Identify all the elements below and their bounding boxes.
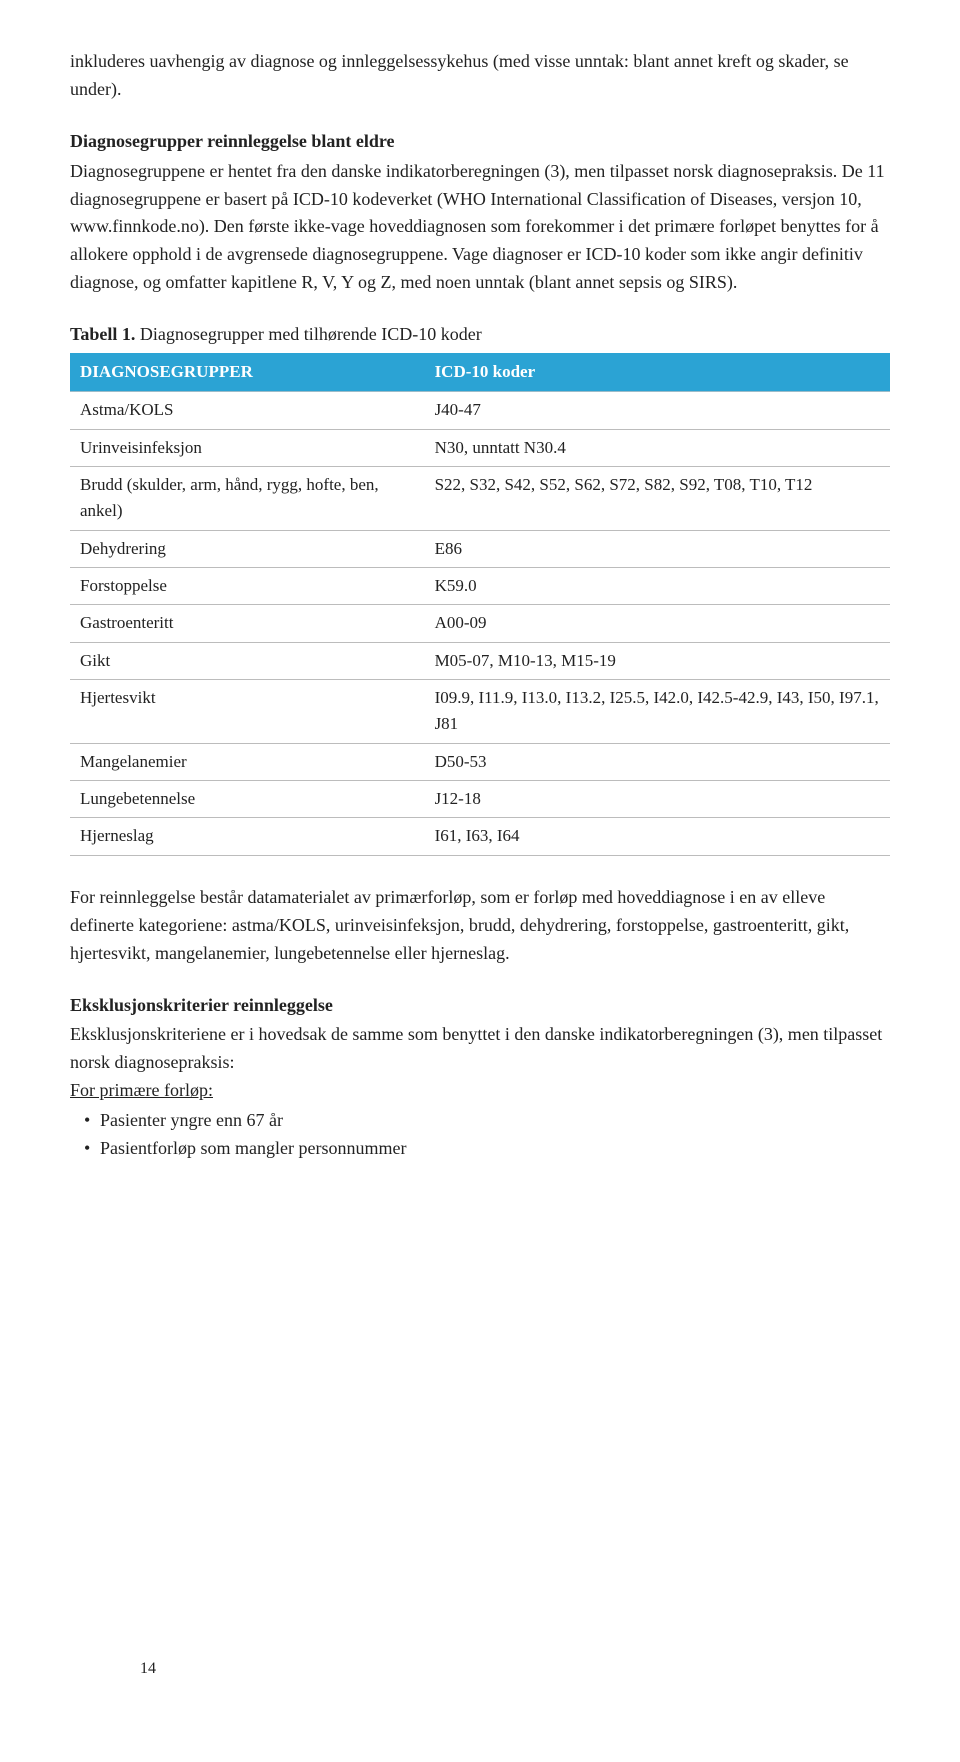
table-cell-group: Hjerneslag <box>70 818 425 855</box>
table-cell-group: Urinveisinfeksjon <box>70 429 425 466</box>
table-cell-group: Hjertesvikt <box>70 680 425 744</box>
section-heading-eksklusjon: Eksklusjonskriterier reinnleggelse <box>70 992 890 1020</box>
table-cell-codes: N30, unntatt N30.4 <box>425 429 890 466</box>
table-caption-label: Tabell 1. <box>70 324 135 344</box>
table-cell-codes: E86 <box>425 530 890 567</box>
table-cell-codes: D50-53 <box>425 743 890 780</box>
section-body-eksklusjon: Eksklusjonskriteriene er i hovedsak de s… <box>70 1021 890 1077</box>
table-cell-group: Brudd (skulder, arm, hånd, rygg, hofte, … <box>70 467 425 531</box>
table-row: GastroenterittA00-09 <box>70 605 890 642</box>
page-number: 14 <box>140 1657 156 1682</box>
table-cell-codes: I09.9, I11.9, I13.0, I13.2, I25.5, I42.0… <box>425 680 890 744</box>
table-cell-codes: J12-18 <box>425 781 890 818</box>
list-heading-primaere: For primære forløp: <box>70 1077 890 1105</box>
table-header-right: ICD-10 koder <box>425 353 890 392</box>
table-row: ForstoppelseK59.0 <box>70 568 890 605</box>
table-row: LungebetennelseJ12-18 <box>70 781 890 818</box>
table-row: Astma/KOLSJ40-47 <box>70 392 890 429</box>
section-heading-diagnose: Diagnosegrupper reinnleggelse blant eldr… <box>70 128 890 156</box>
intro-paragraph: inkluderes uavhengig av diagnose og innl… <box>70 48 890 104</box>
table-cell-codes: K59.0 <box>425 568 890 605</box>
paragraph-reinnleggelse: For reinnleggelse består datamaterialet … <box>70 884 890 968</box>
table-cell-group: Astma/KOLS <box>70 392 425 429</box>
table-cell-codes: A00-09 <box>425 605 890 642</box>
table-cell-group: Lungebetennelse <box>70 781 425 818</box>
table-row: HjertesviktI09.9, I11.9, I13.0, I13.2, I… <box>70 680 890 744</box>
table-body: Astma/KOLSJ40-47UrinveisinfeksjonN30, un… <box>70 392 890 855</box>
table-cell-codes: J40-47 <box>425 392 890 429</box>
table-row: MangelanemierD50-53 <box>70 743 890 780</box>
list-item: Pasientforløp som mangler personnummer <box>100 1135 890 1163</box>
bullet-list-primaere: Pasienter yngre enn 67 årPasientforløp s… <box>70 1107 890 1163</box>
table-caption: Tabell 1. Diagnosegrupper med tilhørende… <box>70 321 890 349</box>
table-row: UrinveisinfeksjonN30, unntatt N30.4 <box>70 429 890 466</box>
table-row: GiktM05-07, M10-13, M15-19 <box>70 642 890 679</box>
table-cell-group: Gikt <box>70 642 425 679</box>
table-caption-text: Diagnosegrupper med tilhørende ICD-10 ko… <box>135 324 481 344</box>
list-item: Pasienter yngre enn 67 år <box>100 1107 890 1135</box>
table-cell-group: Gastroenteritt <box>70 605 425 642</box>
table-header-left: DIAGNOSEGRUPPER <box>70 353 425 392</box>
section-body-diagnose: Diagnosegruppene er hentet fra den dansk… <box>70 158 890 297</box>
diagnose-table: DIAGNOSEGRUPPER ICD-10 koder Astma/KOLSJ… <box>70 353 890 856</box>
table-cell-codes: S22, S32, S42, S52, S62, S72, S82, S92, … <box>425 467 890 531</box>
table-row: HjerneslagI61, I63, I64 <box>70 818 890 855</box>
table-cell-group: Mangelanemier <box>70 743 425 780</box>
table-row: Brudd (skulder, arm, hånd, rygg, hofte, … <box>70 467 890 531</box>
table-cell-codes: M05-07, M10-13, M15-19 <box>425 642 890 679</box>
table-cell-group: Dehydrering <box>70 530 425 567</box>
table-cell-codes: I61, I63, I64 <box>425 818 890 855</box>
table-cell-group: Forstoppelse <box>70 568 425 605</box>
table-row: DehydreringE86 <box>70 530 890 567</box>
